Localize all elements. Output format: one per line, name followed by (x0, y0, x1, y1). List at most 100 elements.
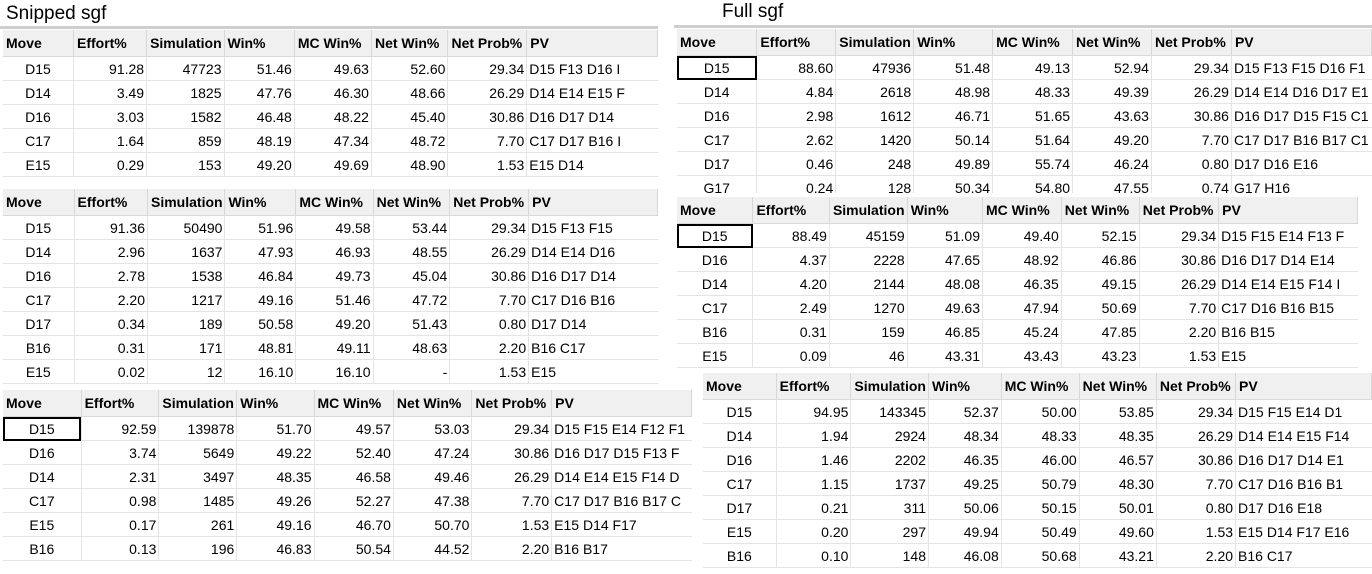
cell-move[interactable]: B16 (677, 319, 754, 344)
cell-mc-win[interactable]: 46.30 (294, 80, 372, 105)
cell-move[interactable]: B16 (703, 543, 777, 568)
column-header-effort[interactable]: Effort% (81, 390, 160, 417)
cell-net-prob[interactable]: 29.34 (471, 416, 553, 441)
cell-net-win[interactable]: 48.55 (373, 239, 451, 264)
cell-pv[interactable]: D15 F15 E14 F12 F1 (551, 416, 692, 441)
cell-mc-win[interactable]: 51.46 (295, 287, 374, 312)
cell-net-prob[interactable]: 1.53 (1139, 343, 1220, 368)
cell-mc-win[interactable]: 45.24 (982, 319, 1062, 344)
column-header-net-prob[interactable]: Net Prob% (449, 189, 530, 216)
cell-move[interactable]: D14 (677, 271, 754, 296)
cell-net-prob[interactable]: 30.86 (447, 104, 528, 129)
table-row[interactable]: D16 1.46 2202 46.35 46.00 46.57 30.86 D16 D17 D… (703, 447, 1372, 472)
cell-net-win[interactable]: 48.35 (1079, 423, 1157, 448)
cell-pv[interactable]: D16 D17 D15 F13 F (551, 440, 692, 465)
cell-pv[interactable]: E15 D14 (526, 152, 658, 177)
cell-net-prob[interactable]: 1.53 (447, 152, 528, 177)
cell-effort[interactable]: 0.98 (81, 488, 160, 513)
table-row[interactable]: E15 0.29 153 49.20 49.69 48.90 1.53 E15 D14 (3, 152, 658, 177)
table-row[interactable]: D16 2.78 1538 46.84 49.73 45.04 30.86 D16 D17 D… (3, 263, 658, 288)
cell-mc-win[interactable]: 51.65 (992, 103, 1074, 128)
cell-simulation[interactable]: 859 (146, 128, 225, 153)
table-row[interactable]: D15 88.49 45159 51.09 49.40 52.15 29.34 D15 F15… (677, 223, 1358, 248)
column-header-net-win[interactable]: Net Win% (1061, 197, 1140, 224)
cell-net-prob[interactable]: 7.70 (1151, 127, 1232, 152)
column-header-net-win[interactable]: Net Win% (373, 189, 451, 216)
cell-net-win[interactable]: 51.43 (373, 311, 451, 336)
column-header-mc-win[interactable]: MC Win% (992, 29, 1074, 56)
cell-net-prob[interactable]: 30.86 (471, 440, 553, 465)
cell-pv[interactable]: D14 E14 E15 F (526, 80, 658, 105)
cell-move[interactable]: C17 (677, 127, 758, 152)
cell-simulation[interactable]: 47936 (835, 55, 915, 80)
table-row[interactable]: D17 0.34 189 50.58 49.20 51.43 0.80 D17 D14 (3, 311, 658, 336)
cell-net-win[interactable]: 49.39 (1072, 79, 1152, 104)
column-header-simulation[interactable]: Simulation (147, 189, 226, 216)
cell-net-win[interactable]: 49.20 (1072, 127, 1152, 152)
cell-pv[interactable]: C17 D16 B16 B15 (1218, 295, 1358, 320)
cell-move[interactable]: D15 (677, 55, 758, 80)
cell-win[interactable]: 48.19 (224, 128, 295, 153)
cell-move[interactable]: G17 (677, 175, 758, 197)
cell-mc-win[interactable]: 48.92 (982, 247, 1062, 272)
column-header-move[interactable]: Move (703, 373, 777, 400)
cell-win[interactable]: 50.14 (913, 127, 994, 152)
column-header-pv[interactable]: PV (1231, 29, 1372, 56)
cell-net-win[interactable]: 52.60 (371, 56, 449, 81)
cell-win[interactable]: 51.48 (913, 55, 994, 80)
cell-net-prob[interactable]: 29.34 (449, 215, 530, 240)
cell-pv[interactable]: D16 D17 D14 E14 (1218, 247, 1358, 272)
cell-move[interactable]: D17 (3, 311, 75, 336)
cell-pv[interactable]: D17 D14 (528, 311, 658, 336)
cell-effort[interactable]: 91.36 (74, 215, 149, 240)
cell-move[interactable]: C17 (703, 471, 777, 496)
cell-move[interactable]: D16 (703, 447, 777, 472)
cell-move[interactable]: D15 (703, 399, 777, 424)
cell-pv[interactable]: D14 E14 E15 F14 (1235, 423, 1372, 448)
cell-net-win[interactable]: 47.85 (1061, 319, 1140, 344)
cell-net-win[interactable]: 50.70 (393, 512, 473, 537)
cell-simulation[interactable]: 128 (835, 175, 915, 197)
cell-win[interactable]: 49.94 (928, 519, 1002, 544)
cell-net-win[interactable]: 45.04 (373, 263, 451, 288)
cell-net-prob[interactable]: 26.29 (471, 464, 553, 489)
cell-win[interactable]: 47.65 (907, 247, 984, 272)
cell-net-win[interactable]: 46.57 (1079, 447, 1157, 472)
cell-mc-win[interactable]: 47.94 (982, 295, 1062, 320)
cell-pv[interactable]: D15 F15 E14 D1 (1235, 399, 1372, 424)
cell-effort[interactable]: 3.49 (73, 80, 148, 105)
cell-simulation[interactable]: 2202 (850, 447, 929, 472)
cell-pv[interactable]: B16 C17 (528, 335, 658, 360)
cell-win[interactable]: 49.16 (224, 287, 297, 312)
cell-simulation[interactable]: 2144 (829, 271, 908, 296)
cell-move[interactable]: D14 (3, 239, 75, 264)
cell-simulation[interactable]: 46 (829, 343, 908, 368)
column-header-pv[interactable]: PV (1218, 197, 1358, 224)
cell-net-win[interactable]: 47.24 (393, 440, 473, 465)
cell-pv[interactable]: D16 D17 D14 (526, 104, 658, 129)
cell-net-win[interactable]: 53.03 (393, 416, 473, 441)
cell-win[interactable]: 49.63 (907, 295, 984, 320)
column-header-effort[interactable]: Effort% (756, 29, 837, 56)
cell-pv[interactable]: G17 H16 (1231, 175, 1372, 197)
cell-simulation[interactable]: 1217 (147, 287, 226, 312)
cell-pv[interactable]: B16 B17 (551, 536, 692, 561)
cell-move[interactable]: B16 (3, 335, 75, 360)
cell-mc-win[interactable]: 49.13 (992, 55, 1074, 80)
cell-net-prob[interactable]: 29.34 (1139, 223, 1220, 248)
cell-effort[interactable]: 1.94 (776, 423, 852, 448)
cell-mc-win[interactable]: 46.58 (314, 464, 394, 489)
cell-win[interactable]: 50.06 (928, 495, 1002, 520)
cell-net-win[interactable]: 53.44 (373, 215, 451, 240)
cell-mc-win[interactable]: 52.40 (314, 440, 394, 465)
column-header-move[interactable]: Move (3, 30, 74, 57)
cell-net-prob[interactable]: 0.80 (449, 311, 530, 336)
column-header-win[interactable]: Win% (224, 189, 297, 216)
cell-effort[interactable]: 0.34 (74, 311, 149, 336)
cell-effort[interactable]: 4.37 (752, 247, 830, 272)
column-header-move[interactable]: Move (3, 189, 75, 216)
cell-net-win[interactable]: 52.15 (1061, 223, 1140, 248)
column-header-simulation[interactable]: Simulation (850, 373, 929, 400)
table-row[interactable]: D16 3.74 5649 49.22 52.40 47.24 30.86 D16 D17 D… (3, 440, 692, 465)
cell-effort[interactable]: 0.31 (74, 335, 149, 360)
